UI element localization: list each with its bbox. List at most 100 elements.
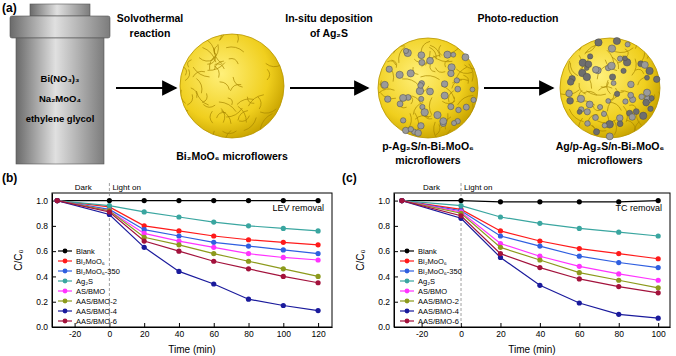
data-point [246, 259, 251, 264]
data-point [246, 237, 251, 242]
petal [221, 108, 225, 122]
data-point [211, 259, 216, 264]
data-point [246, 297, 251, 302]
x-tick-label: 100 [277, 329, 291, 339]
particle [419, 96, 424, 101]
particle [418, 52, 425, 59]
panel-label: (c) [342, 171, 357, 185]
data-point [246, 266, 251, 271]
data-point [537, 257, 542, 262]
annotation: Light on [464, 183, 492, 192]
data-point [616, 271, 621, 276]
data-point [616, 199, 621, 204]
y-axis-line [52, 194, 53, 328]
particle [628, 81, 635, 88]
data-point [211, 251, 216, 256]
y-tick-mark [394, 302, 398, 303]
series-line [57, 200, 318, 201]
data-point [281, 198, 286, 203]
y-tick: 0.4 [36, 272, 56, 282]
petals [379, 26, 480, 148]
product-label: microflowers [395, 154, 461, 166]
petal [379, 89, 395, 93]
product-label: p-Ag₂S/n-Bi₂MoO₆ [382, 140, 474, 152]
data-point [281, 274, 286, 279]
petal [463, 75, 468, 83]
petal [196, 91, 208, 105]
autoclave-shoulder [10, 16, 110, 38]
particle [408, 126, 413, 131]
particle [629, 114, 636, 121]
legend: BlankBi₂MoO₆Bi₂MoO₆-350Ag₂SAS/BMOAAS/BMO… [58, 247, 120, 326]
data-point [656, 233, 661, 238]
petal [607, 80, 611, 94]
particle [597, 104, 602, 109]
particle [614, 91, 619, 96]
plot-area [55, 198, 321, 313]
x-tick-label: 0 [459, 329, 464, 339]
legend-label: Ag₂S [418, 277, 435, 286]
y-tick-label: 1.0 [378, 196, 390, 206]
petal [187, 94, 192, 105]
particle [427, 88, 434, 95]
autoclave-body [16, 38, 104, 164]
data-point [577, 199, 582, 204]
petal [435, 68, 445, 73]
petal [202, 93, 207, 102]
panel-label: (b) [2, 171, 17, 185]
particle [606, 99, 611, 104]
x-axis-title: Time (min) [168, 344, 215, 355]
data-point [315, 228, 320, 233]
petal [421, 41, 430, 51]
legend-marker [63, 309, 68, 314]
petal [188, 60, 192, 68]
step-label: reaction [130, 27, 171, 39]
petal [646, 44, 649, 58]
data-point [616, 312, 621, 317]
annotation: Light on [112, 183, 140, 192]
y-tick: 0.2 [378, 297, 398, 307]
particle [643, 99, 650, 106]
particle [639, 94, 645, 100]
data-point [537, 243, 542, 248]
petal [615, 48, 633, 53]
legend-label: AAS/BMO-2 [418, 297, 459, 306]
legend-label: AAS/BMO-2 [76, 297, 117, 306]
petal [579, 118, 583, 135]
y-tick-label: 0.6 [378, 246, 390, 256]
plot-frame [394, 193, 670, 327]
x-tick-mark [619, 323, 620, 327]
particle [441, 92, 448, 99]
petal [425, 55, 440, 65]
data-point [55, 198, 60, 203]
particle [404, 49, 411, 56]
x-tick-label: 60 [210, 329, 220, 339]
particle [611, 81, 616, 86]
petal [635, 69, 643, 73]
data-point [577, 246, 582, 251]
process-arrow [484, 87, 553, 89]
petal [634, 121, 639, 137]
data-point [616, 278, 621, 283]
x-tick: 20 [496, 323, 506, 339]
petal [228, 98, 233, 105]
particle [602, 123, 607, 128]
particle [451, 52, 456, 57]
product-label: Bi₂MoO₆ microflowers [176, 150, 288, 162]
legend-marker [63, 319, 68, 324]
x-tick-label: 60 [575, 329, 585, 339]
process-arrow [290, 87, 368, 89]
particle [595, 39, 602, 46]
y-tick-mark [52, 327, 56, 328]
data-point [399, 198, 404, 203]
product-label: microflowers [577, 154, 643, 166]
data-point [281, 247, 286, 252]
figure: (a)Bi(NO₃)₃Na₂MoO₄ethylene glycolSolvoth… [0, 0, 676, 356]
plot-area [399, 198, 660, 321]
legend-marker [405, 269, 410, 274]
legend-label: Ag₂S [76, 277, 93, 286]
petal [587, 91, 606, 95]
data-point [498, 228, 503, 233]
particle [653, 76, 659, 82]
particle [648, 106, 653, 111]
